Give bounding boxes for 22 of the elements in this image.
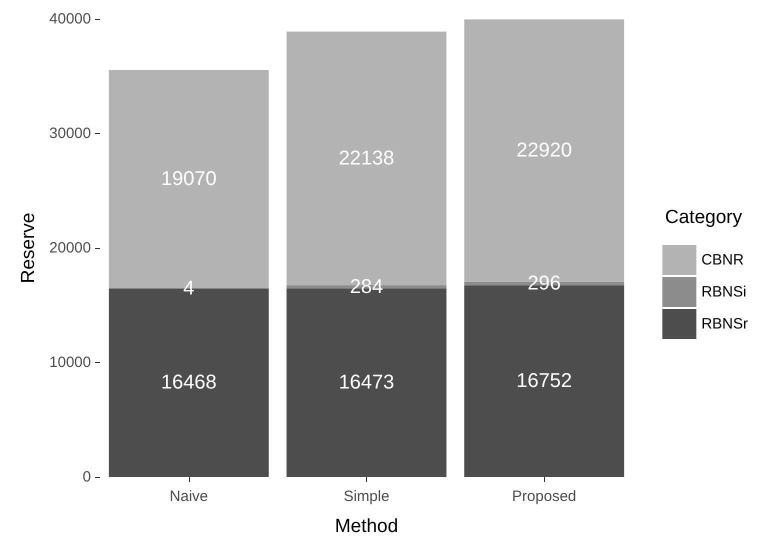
data-label: 284 — [350, 276, 384, 298]
data-label: 296 — [527, 272, 561, 294]
y-tick-label: 30000 — [49, 125, 91, 142]
y-tick-label: 10000 — [49, 354, 91, 371]
x-axis-title: Method — [334, 516, 398, 537]
legend-label: CBNR — [701, 252, 744, 268]
legend-title: Category — [665, 207, 743, 228]
data-label: 16473 — [338, 372, 394, 394]
y-tick-label: 20000 — [49, 240, 91, 256]
x-tick-label: Naive — [170, 488, 208, 505]
data-label: 22138 — [338, 147, 394, 170]
data-label: 22920 — [516, 140, 572, 162]
y-tick-label: 0 — [82, 468, 91, 486]
data-label: 16468 — [161, 372, 217, 394]
x-tick-label: Proposed — [512, 488, 576, 505]
x-tick-label: Simple — [344, 488, 390, 505]
legend-label: RBNSr — [701, 316, 748, 332]
y-tick-label: 40000 — [49, 10, 91, 28]
data-label: 19070 — [161, 168, 217, 190]
y-axis-title: Reserve — [18, 212, 39, 284]
legend-label: RBNSi — [701, 284, 746, 300]
data-label: 16752 — [516, 370, 572, 392]
